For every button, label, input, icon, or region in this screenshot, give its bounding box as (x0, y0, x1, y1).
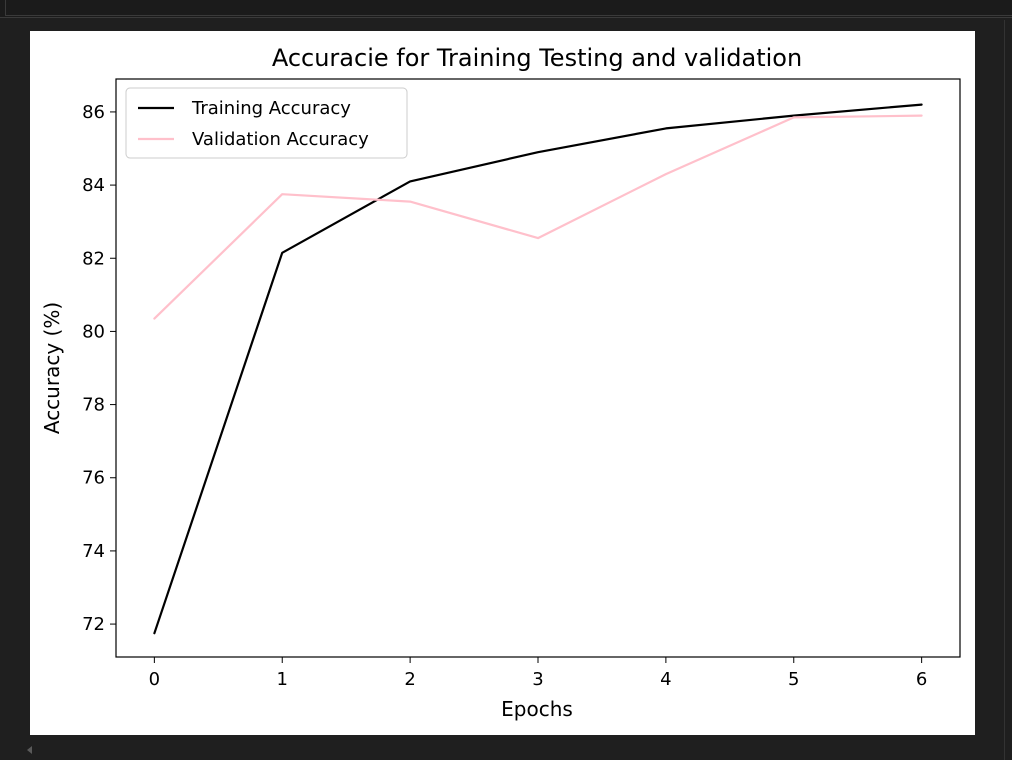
x-tick-label: 5 (788, 669, 799, 690)
series-line-validation (153, 114, 923, 320)
y-tick-label: 74 (82, 541, 105, 562)
legend-box (125, 87, 408, 159)
legend-label: Training Accuracy (191, 98, 351, 119)
x-tick-label: 6 (916, 669, 927, 690)
line-chart: Accuracie for Training Testing and valid… (40, 44, 961, 721)
y-tick-label: 80 (82, 321, 105, 342)
y-tick-label: 78 (82, 395, 105, 416)
scroll-left-icon[interactable] (27, 746, 32, 754)
x-tick-label: 2 (404, 669, 415, 690)
chart-title: Accuracie for Training Testing and valid… (272, 44, 802, 72)
y-tick-label: 84 (82, 175, 105, 196)
y-tick-label: 76 (82, 468, 105, 489)
panel-divider (1004, 20, 1005, 760)
x-tick-label: 4 (660, 669, 671, 690)
x-tick-label: 3 (532, 669, 543, 690)
toolbar-strip (0, 0, 1012, 18)
y-axis-label: Accuracy (%) (40, 302, 64, 434)
cell-border (5, 0, 1012, 16)
y-tick-label: 86 (82, 102, 105, 123)
legend-label: Validation Accuracy (192, 129, 369, 150)
y-tick-label: 82 (82, 248, 105, 269)
plot-area: 0 1 2 3 4 5 6 72 74 76 78 80 82 84 86 Training Accuracy… (82, 78, 961, 690)
x-axis-label: Epochs (501, 697, 573, 721)
x-tick-label: 1 (277, 669, 288, 690)
y-tick-label: 72 (82, 614, 105, 635)
series-line-training (153, 103, 923, 635)
x-tick-label: 0 (149, 669, 160, 690)
plot-output: Accuracie for Training Testing and valid… (30, 31, 975, 735)
